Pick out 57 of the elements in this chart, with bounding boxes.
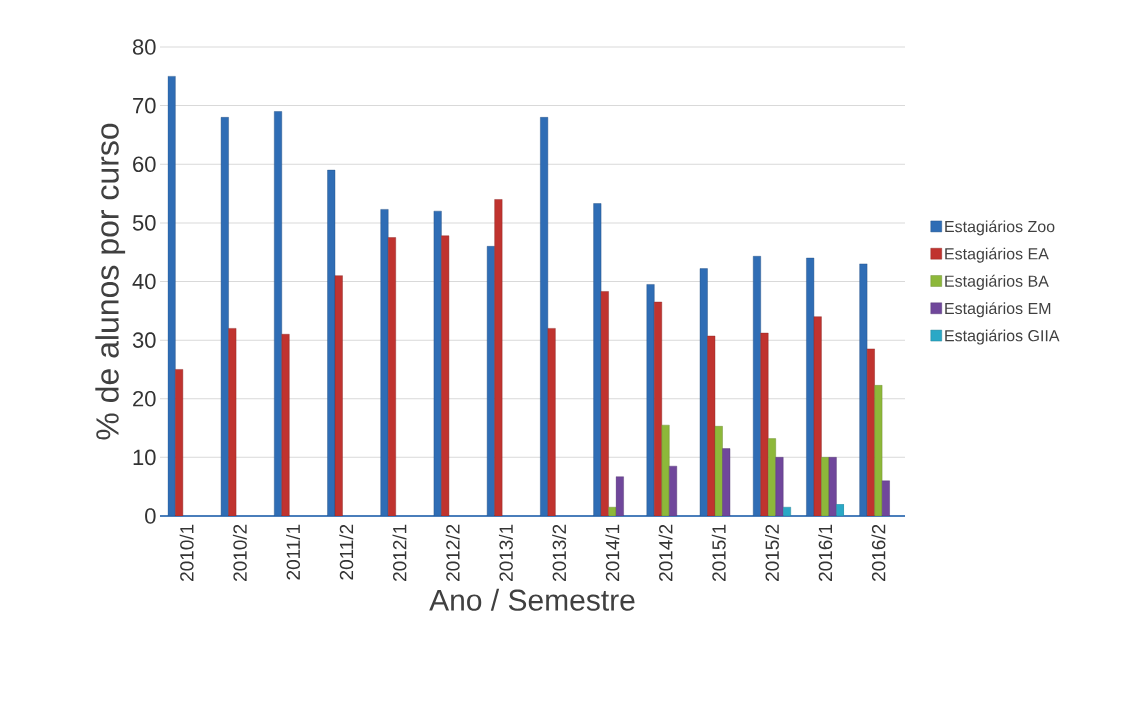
legend-label: Estagiários Zoo	[945, 220, 1055, 236]
bar	[707, 335, 716, 516]
legend-label: Estagiários BA	[945, 274, 1049, 290]
legend-label: Estagiários EA	[945, 247, 1049, 263]
bar	[669, 465, 677, 516]
bar	[775, 457, 784, 516]
y-tick-label: 70	[133, 97, 156, 114]
bar	[828, 457, 837, 516]
y-tick-label: 0	[145, 508, 156, 524]
bar	[654, 301, 662, 516]
x-tick-label: 2011/2	[339, 524, 354, 580]
bar	[866, 348, 875, 516]
bar	[380, 209, 389, 516]
x-tick-label: 2012/2	[445, 524, 460, 581]
bar	[760, 332, 769, 516]
x-tick-label: 2013/1	[498, 524, 513, 581]
x-tick-label: 2016/1	[818, 524, 833, 581]
y-tick-label: 10	[133, 449, 156, 466]
x-axis-title: Ano / Semestre	[429, 588, 635, 611]
bar	[722, 448, 731, 516]
bar	[334, 275, 343, 516]
legend-label: Estagiários EM	[945, 302, 1051, 318]
bar	[615, 476, 624, 516]
y-tick-label: 40	[132, 273, 156, 290]
x-tick-label: 2015/1	[711, 524, 726, 581]
bar	[783, 507, 791, 516]
x-tick-label: 2012/1	[392, 524, 407, 581]
bar	[547, 328, 556, 516]
bar	[813, 316, 822, 516]
legend-label: Estagiários GIIA	[945, 329, 1060, 345]
bar	[441, 235, 450, 516]
x-tick-label: 2015/2	[764, 524, 779, 581]
x-tick-label: 2013/2	[552, 524, 567, 581]
y-tick-label: 50	[132, 215, 156, 231]
bar	[836, 504, 845, 516]
bar	[281, 334, 290, 516]
y-tick-label: 80	[132, 39, 156, 55]
x-tick-label: 2010/2	[232, 524, 247, 581]
y-axis-title: % de alunos por curso	[95, 123, 126, 440]
x-tick-label: 2016/2	[871, 524, 886, 581]
bar	[175, 369, 184, 516]
bar	[881, 480, 890, 516]
y-tick-label: 60	[133, 156, 156, 173]
y-tick-label: 20	[133, 390, 156, 407]
x-tick-label: 2010/1	[179, 524, 194, 581]
bar	[646, 284, 655, 516]
y-tick-label: 30	[132, 332, 156, 348]
x-tick-label: 2014/2	[658, 524, 673, 581]
x-tick-label: 2014/1	[605, 524, 620, 581]
bar	[874, 385, 883, 516]
bar	[661, 424, 670, 516]
bar	[859, 263, 868, 516]
bar	[600, 291, 609, 516]
x-tick-label: 2011/1	[286, 524, 301, 580]
bar	[494, 199, 503, 516]
bar	[228, 328, 237, 516]
bar	[388, 237, 396, 516]
